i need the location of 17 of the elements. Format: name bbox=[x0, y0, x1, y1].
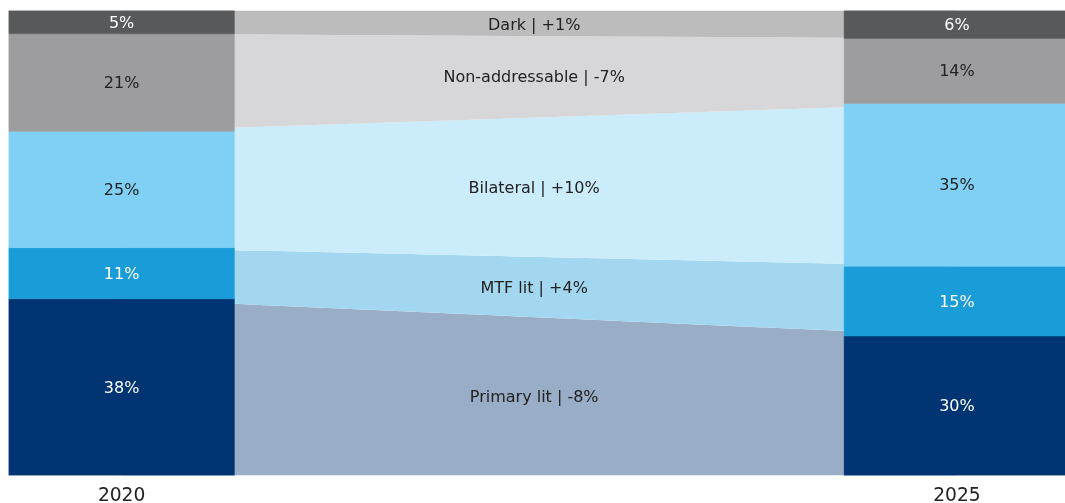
data-label: 11% bbox=[103, 263, 140, 283]
x-tick-label: 2020 bbox=[97, 483, 146, 503]
data-label: 6% bbox=[944, 14, 970, 34]
data-label: 5% bbox=[108, 12, 135, 32]
annotation: Bilateral | +10% bbox=[468, 177, 600, 197]
annotation: Dark | +1% bbox=[488, 14, 581, 34]
data-label: 35% bbox=[939, 175, 975, 195]
annotation: MTF lit | +4% bbox=[480, 277, 588, 297]
data-label: 21% bbox=[103, 73, 140, 93]
annotation: Non-addressable | -7% bbox=[443, 67, 625, 87]
annotation: Primary lit | -8% bbox=[469, 386, 599, 406]
data-label: 38% bbox=[103, 377, 140, 397]
data-label: 15% bbox=[939, 291, 975, 311]
x-tick-label: 2025 bbox=[933, 483, 981, 503]
data-label: 25% bbox=[103, 180, 140, 200]
data-label: 14% bbox=[939, 61, 975, 81]
data-label: 30% bbox=[939, 396, 975, 416]
